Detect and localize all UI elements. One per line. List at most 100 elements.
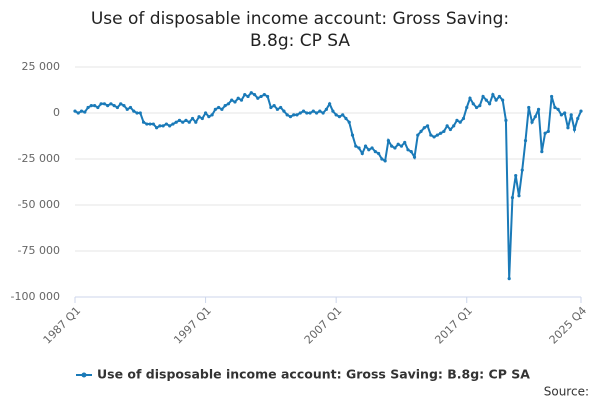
- data-point: [314, 111, 319, 115]
- data-point: [478, 104, 482, 108]
- data-point: [158, 124, 162, 128]
- data-point: [455, 118, 459, 122]
- x-tick-label: 1997 Q1: [171, 304, 214, 347]
- data-point: [89, 104, 93, 108]
- data-point: [425, 124, 430, 128]
- x-tick-label: 2017 Q1: [432, 304, 475, 347]
- y-tick-label: -100 000: [11, 290, 60, 303]
- data-point: [73, 109, 77, 113]
- data-point: [334, 113, 338, 117]
- data-point: [556, 107, 560, 111]
- data-point: [83, 110, 87, 114]
- data-point: [324, 107, 328, 111]
- data-point: [412, 155, 417, 159]
- data-point: [177, 118, 182, 122]
- data-point: [540, 150, 544, 154]
- data-point: [484, 98, 488, 102]
- x-tick-label: 1987 Q1: [41, 304, 84, 347]
- data-point: [579, 109, 583, 113]
- data-point: [279, 105, 283, 110]
- data-point: [236, 96, 240, 100]
- data-point: [572, 127, 577, 132]
- y-tick-label: 0: [53, 106, 60, 119]
- data-point: [341, 113, 345, 117]
- data-point: [119, 102, 123, 106]
- data-point: [76, 111, 80, 115]
- x-tick-label: 2025 Q4: [547, 304, 590, 347]
- data-point: [432, 135, 436, 139]
- source: Source:: [544, 385, 589, 399]
- x-tick-label: 2007 Q1: [302, 304, 345, 347]
- data-point: [354, 144, 358, 148]
- data-point: [465, 105, 469, 110]
- data-point: [370, 146, 374, 150]
- data-point: [416, 133, 420, 137]
- data-point: [520, 168, 524, 172]
- data-point: [491, 93, 495, 97]
- data-point: [164, 122, 169, 126]
- data-point: [504, 118, 508, 122]
- data-point: [213, 107, 217, 111]
- data-point: [536, 107, 541, 111]
- data-point: [187, 120, 191, 124]
- data-point: [419, 129, 423, 133]
- y-tick-label: -25 000: [18, 152, 60, 165]
- data-point: [344, 116, 348, 121]
- data-point: [530, 120, 534, 124]
- data-point: [569, 113, 573, 117]
- data-point: [99, 102, 103, 106]
- data-point: [448, 127, 453, 132]
- data-point: [308, 111, 312, 115]
- data-point: [282, 109, 286, 113]
- data-point: [132, 109, 136, 113]
- data-point: [396, 142, 400, 146]
- data-point: [517, 194, 521, 198]
- data-point: [285, 113, 289, 117]
- data-point: [233, 100, 237, 104]
- data-point: [481, 94, 485, 99]
- data-point: [367, 148, 371, 152]
- data-point: [452, 124, 456, 128]
- data-point: [109, 102, 113, 106]
- data-point: [249, 91, 253, 95]
- data-point: [197, 115, 201, 119]
- data-point: [546, 129, 550, 133]
- data-point: [266, 94, 270, 99]
- data-point: [230, 98, 234, 102]
- data-point: [122, 104, 126, 108]
- data-point: [474, 105, 479, 110]
- data-point: [246, 94, 250, 99]
- data-point: [445, 124, 449, 128]
- data-point: [468, 96, 472, 100]
- data-point: [360, 151, 364, 156]
- data-point: [377, 151, 381, 156]
- data-point: [168, 124, 172, 128]
- data-point: [439, 131, 443, 135]
- data-point: [190, 116, 195, 121]
- data-point: [141, 120, 146, 124]
- data-point: [171, 122, 175, 126]
- data-point: [337, 115, 342, 119]
- data-point: [239, 98, 244, 102]
- data-point: [86, 105, 90, 110]
- data-point: [210, 113, 214, 117]
- data-point: [155, 126, 159, 130]
- data-point: [148, 122, 152, 126]
- data-point: [527, 105, 531, 110]
- y-tick-label: 25 000: [22, 60, 61, 73]
- data-point: [301, 109, 306, 113]
- data-point: [399, 144, 404, 148]
- data-point: [217, 105, 221, 110]
- data-point: [553, 105, 557, 110]
- data-point: [288, 115, 293, 119]
- chart-title: Use of disposable income account: Gross …: [90, 9, 510, 51]
- data-point: [138, 111, 142, 115]
- data-point: [497, 94, 501, 99]
- data-point: [487, 102, 492, 106]
- data-point: [533, 115, 537, 119]
- data-point: [275, 107, 279, 111]
- data-point: [566, 126, 570, 130]
- data-point: [194, 120, 198, 124]
- data-point: [96, 105, 100, 110]
